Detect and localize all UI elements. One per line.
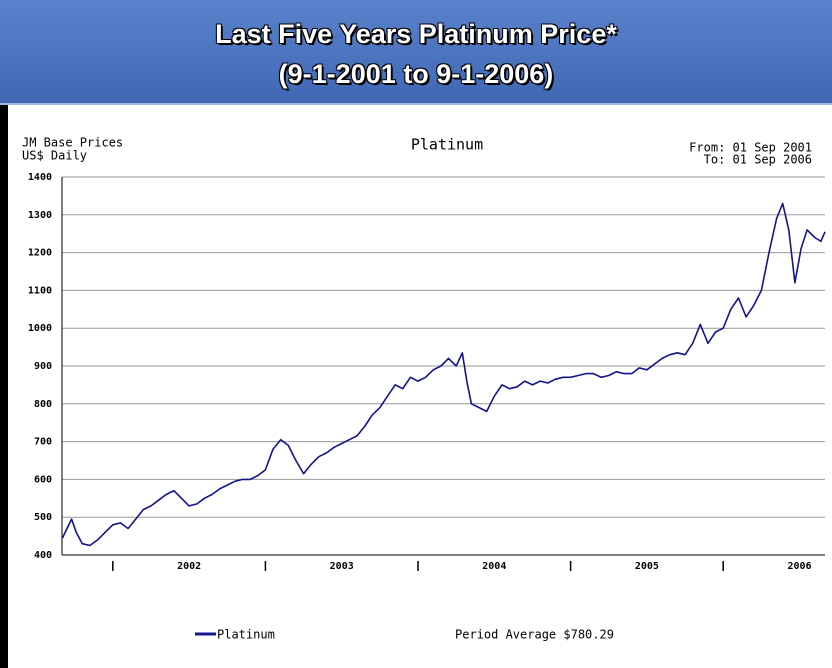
- annotation: Period Average $780.29: [455, 628, 614, 642]
- chart-title: Platinum: [411, 136, 483, 154]
- y-tick-label: 500: [34, 512, 52, 523]
- x-tick-label: 2004: [482, 561, 506, 572]
- y-tick-label: 800: [34, 399, 52, 410]
- source: JM Base Prices: [22, 136, 123, 150]
- x-tick-label: 2002: [177, 561, 201, 572]
- y-tick-label: 1200: [28, 248, 52, 259]
- header: Last Five Years Platinum Price* (9-1-200…: [0, 0, 832, 105]
- price-line: [61, 202, 826, 547]
- y-tick-label: 1000: [28, 323, 52, 334]
- y-tick-label: 1100: [28, 285, 52, 296]
- x-tick-label: 2003: [330, 561, 354, 572]
- y-tick-label: 600: [34, 474, 52, 485]
- y-tick-label: 1400: [28, 172, 52, 183]
- y-tick-label: 1300: [28, 210, 52, 221]
- x-tick-label: 2006: [787, 561, 811, 572]
- header-title: (9-1-2001 to 9-1-2006): [278, 59, 554, 89]
- legend-label: Platinum: [217, 628, 275, 642]
- y-tick-label: 700: [34, 437, 52, 448]
- date-range: To: 01 Sep 2006: [704, 153, 812, 167]
- date-range: From: 01 Sep 2001: [689, 141, 812, 155]
- x-tick-label: 2005: [635, 561, 659, 572]
- header-title: Last Five Years Platinum Price*: [215, 19, 617, 49]
- y-tick-label: 400: [34, 550, 52, 561]
- left-border: [0, 105, 8, 668]
- source: US$ Daily: [22, 149, 87, 163]
- y-tick-label: 900: [34, 361, 52, 372]
